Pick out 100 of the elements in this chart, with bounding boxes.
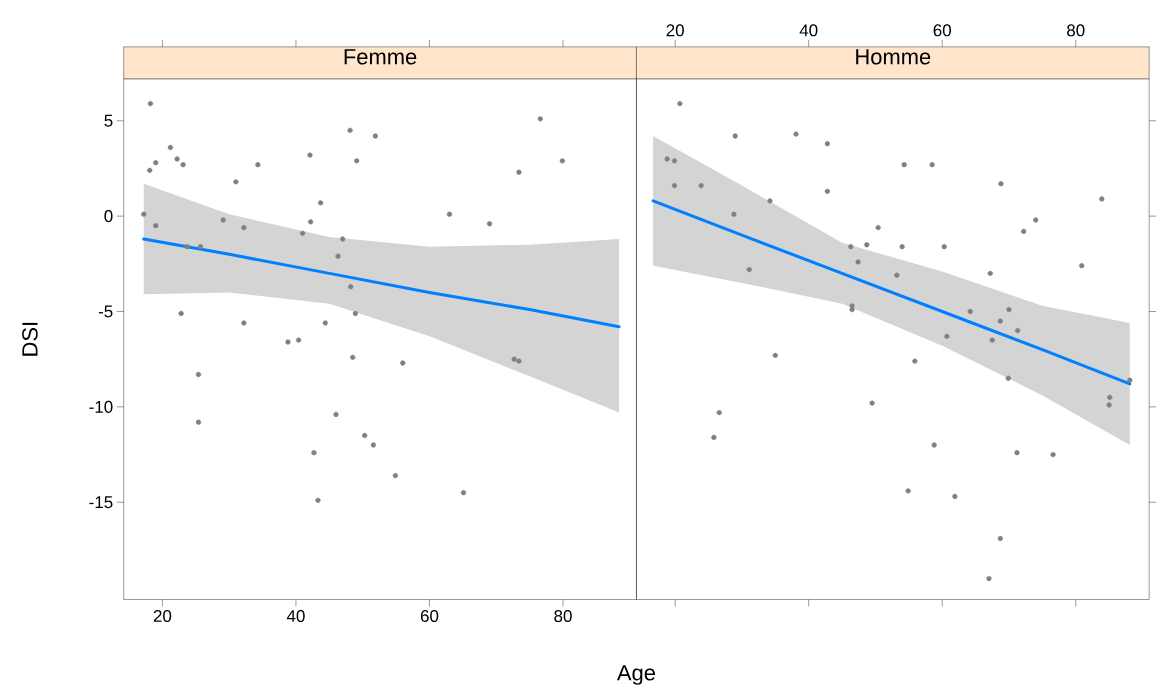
y-tick-label: 0	[104, 209, 113, 222]
point	[855, 259, 861, 265]
x-tick-label: 80	[554, 609, 572, 622]
point	[141, 211, 147, 217]
point	[931, 442, 937, 448]
point	[849, 303, 855, 309]
point	[153, 222, 159, 229]
point	[300, 230, 306, 236]
point	[767, 198, 773, 204]
point	[318, 200, 324, 206]
point	[824, 140, 830, 147]
point	[967, 308, 973, 314]
point	[989, 337, 995, 343]
point	[311, 449, 317, 456]
line-series	[142, 237, 621, 329]
chart-title: Femme	[344, 49, 417, 65]
point	[1106, 402, 1112, 408]
point	[1079, 262, 1085, 269]
point	[716, 409, 722, 416]
point	[333, 411, 339, 417]
point	[711, 434, 717, 440]
point	[894, 272, 900, 278]
point	[195, 419, 202, 425]
y-tick-label: 5	[104, 114, 113, 127]
point	[875, 224, 881, 231]
point	[197, 243, 204, 250]
point	[664, 156, 670, 162]
point	[772, 352, 778, 358]
point	[905, 488, 911, 494]
point	[486, 221, 493, 227]
point	[220, 217, 226, 223]
point	[912, 358, 918, 364]
point	[671, 158, 678, 164]
point	[147, 167, 153, 173]
point	[516, 169, 522, 175]
point	[824, 188, 830, 194]
x-tick-label: 60	[933, 24, 951, 37]
x-tick-label: 20	[666, 24, 684, 37]
x-tick-label: 20	[153, 609, 172, 622]
point	[308, 219, 314, 225]
point	[1014, 449, 1020, 456]
point	[1006, 306, 1012, 313]
y-axis-title: DSI	[22, 322, 38, 356]
point	[350, 354, 356, 360]
point	[370, 442, 376, 448]
point	[362, 432, 368, 438]
point	[352, 310, 358, 316]
y-tick-label: -10	[89, 400, 113, 413]
y-tick-label: -5	[98, 305, 113, 318]
point	[322, 320, 328, 326]
x-tick-label: 80	[1067, 24, 1085, 37]
point	[1033, 217, 1039, 223]
point	[1005, 375, 1011, 381]
point	[998, 180, 1004, 187]
point	[147, 100, 153, 107]
point	[296, 337, 302, 343]
point	[340, 236, 346, 242]
point	[241, 320, 247, 326]
point	[848, 243, 854, 250]
point	[307, 152, 313, 158]
point	[233, 179, 239, 185]
point	[372, 133, 378, 139]
point	[153, 159, 159, 166]
point	[348, 283, 354, 290]
point	[511, 356, 517, 362]
point	[941, 243, 947, 250]
point	[392, 472, 399, 478]
point	[899, 243, 905, 250]
point	[315, 497, 321, 503]
point	[997, 318, 1003, 324]
point	[1127, 377, 1133, 383]
point	[255, 161, 261, 168]
point	[986, 575, 992, 581]
x-axis-title: Age	[616, 665, 655, 685]
point	[180, 161, 186, 168]
point	[335, 253, 341, 259]
point	[195, 371, 202, 377]
x-tick-label: 40	[286, 609, 305, 622]
point	[184, 243, 190, 250]
point	[944, 333, 950, 339]
point	[167, 144, 174, 150]
point	[698, 182, 704, 189]
point	[731, 211, 737, 217]
x-tick-label: 60	[420, 609, 439, 622]
point	[1107, 394, 1113, 400]
point	[400, 360, 406, 366]
point	[354, 158, 360, 164]
point	[347, 127, 353, 133]
point	[537, 116, 543, 122]
point	[174, 156, 180, 162]
point	[864, 242, 870, 248]
point	[793, 131, 799, 137]
point	[746, 266, 752, 272]
chart-title: Homme	[856, 49, 931, 65]
point	[732, 133, 738, 139]
point	[178, 310, 184, 316]
point	[671, 182, 678, 189]
point	[460, 489, 467, 496]
point	[285, 339, 291, 345]
x-tick-label: 40	[799, 24, 818, 37]
